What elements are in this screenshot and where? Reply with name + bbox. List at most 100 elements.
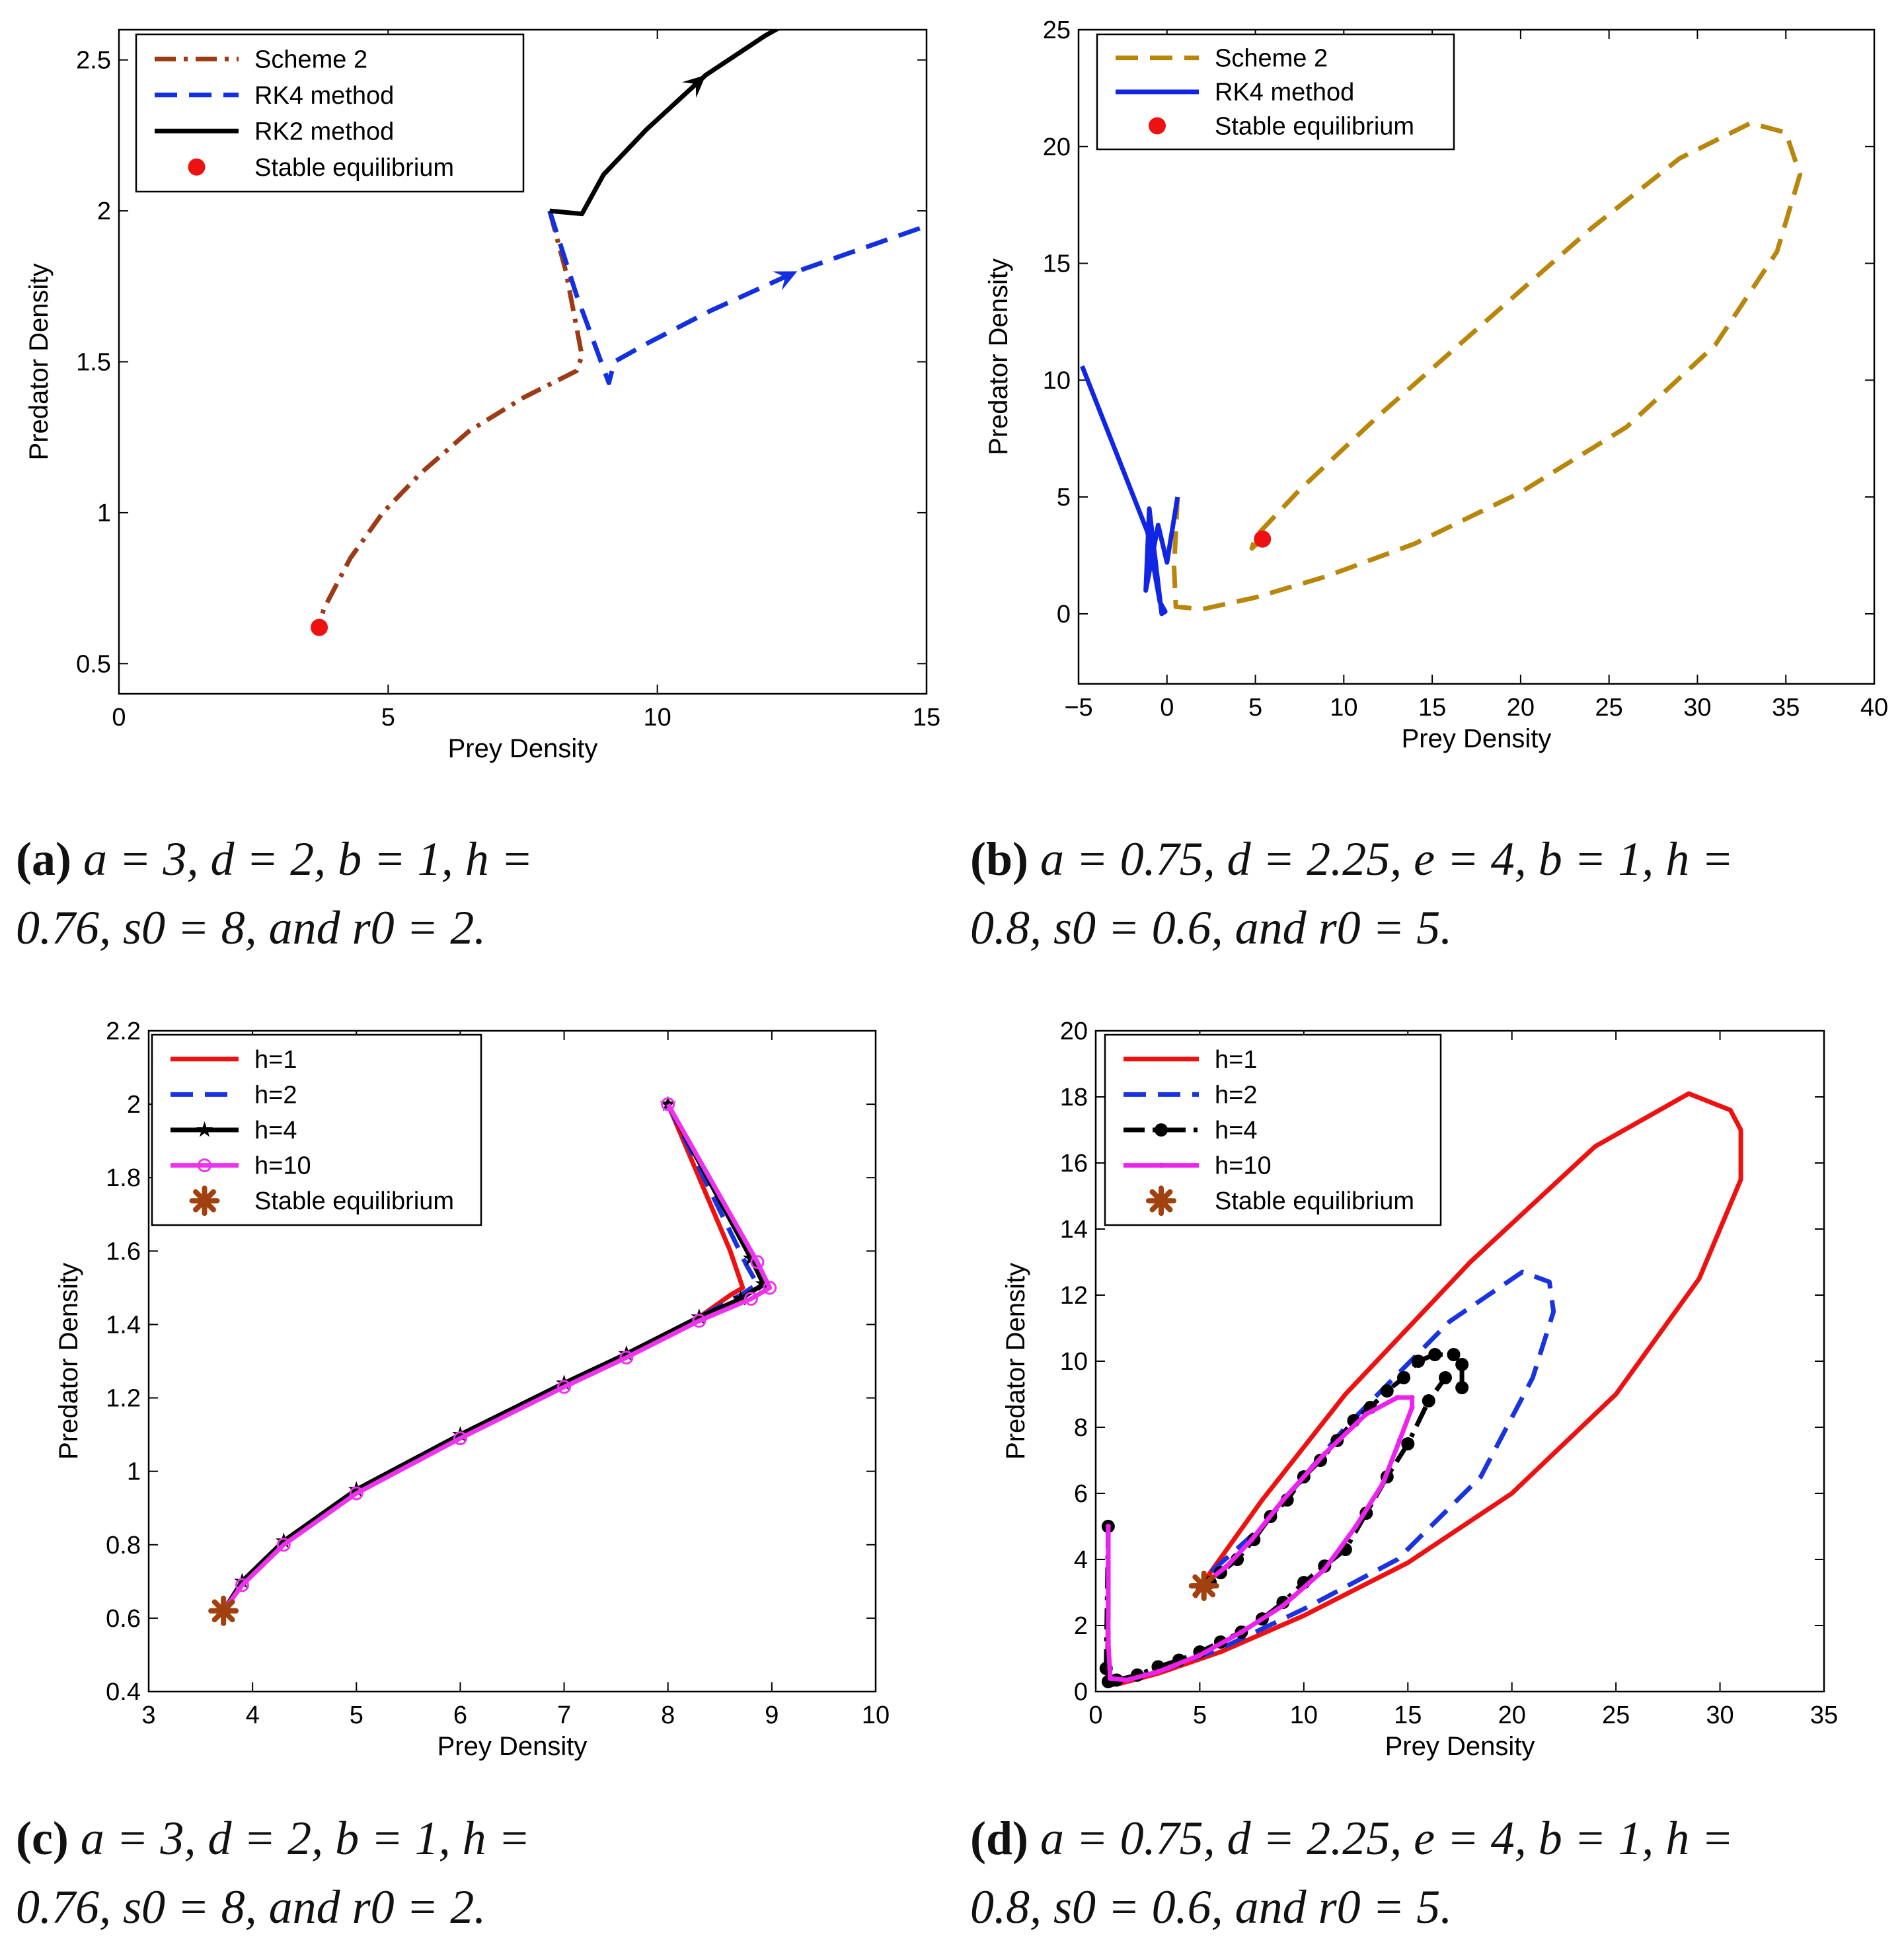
data-point bbox=[661, 1097, 675, 1111]
data-point bbox=[755, 1275, 772, 1291]
y-tick-label: 0.5 bbox=[76, 650, 111, 678]
data-point bbox=[743, 1250, 759, 1265]
y-tick-label: 0.8 bbox=[106, 1532, 141, 1559]
x-axis-label: Prey Density bbox=[448, 734, 598, 763]
y-tick-label: 8 bbox=[1074, 1414, 1088, 1442]
y-tick-label: 18 bbox=[1060, 1084, 1088, 1111]
legend-label: h=2 bbox=[254, 1081, 297, 1109]
legend-label: RK4 method bbox=[1215, 79, 1354, 106]
y-tick-label: 1.5 bbox=[76, 349, 111, 377]
data-point bbox=[1108, 1676, 1114, 1681]
x-tick-label: 15 bbox=[1418, 694, 1446, 722]
legend-label: Stable equilibrium bbox=[254, 1187, 454, 1215]
series-line-scheme-2 bbox=[317, 210, 585, 628]
x-tick-label: 6 bbox=[453, 1701, 467, 1729]
data-point bbox=[276, 1538, 291, 1552]
equilibrium-marker bbox=[1188, 1571, 1219, 1601]
caption-label: (c) bbox=[16, 1812, 69, 1865]
data-point bbox=[1401, 1437, 1415, 1450]
data-point bbox=[1249, 1537, 1255, 1542]
x-tick-label: 3 bbox=[141, 1701, 155, 1729]
x-tick-label: 9 bbox=[765, 1701, 779, 1729]
x-tick-label: 15 bbox=[1394, 1701, 1422, 1729]
data-point bbox=[1380, 1384, 1394, 1398]
data-point bbox=[750, 1255, 765, 1269]
direction-arrow bbox=[681, 75, 706, 98]
y-tick-label: 0.6 bbox=[106, 1605, 141, 1633]
data-point bbox=[349, 1486, 363, 1501]
x-tick-label: 15 bbox=[913, 704, 940, 731]
y-tick-label: 1.2 bbox=[106, 1385, 141, 1413]
data-point bbox=[1409, 1405, 1415, 1410]
chart-panel-a: 0 5 10 15 0.5 1 1.5 2 2.5 Prey Density Predator De… bbox=[24, 28, 940, 763]
y-tick-label: 20 bbox=[1043, 133, 1071, 161]
legend-label: Stable equilibrium bbox=[1215, 112, 1414, 140]
equilibrium-marker bbox=[208, 1595, 239, 1626]
y-tick-label: 6 bbox=[1074, 1480, 1088, 1508]
x-tick-label: 0 bbox=[1160, 694, 1174, 722]
legend-label: Scheme 2 bbox=[1215, 45, 1328, 73]
x-tick-label: 25 bbox=[1602, 1701, 1630, 1729]
data-point bbox=[691, 1308, 708, 1324]
legend-label: h=1 bbox=[254, 1046, 297, 1074]
data-point bbox=[453, 1431, 467, 1446]
data-point bbox=[1455, 1358, 1469, 1371]
caption-line2: 0.76, s0 = 8, and r0 = 2. bbox=[16, 901, 486, 954]
y-axis-label: Predator Density bbox=[54, 1263, 83, 1460]
x-tick-label: 10 bbox=[644, 704, 671, 731]
data-point bbox=[1438, 1371, 1452, 1384]
caption-b: (b) a = 0.75, d = 2.25, e = 4, b = 1, h … bbox=[970, 825, 1882, 962]
x-tick-label: 30 bbox=[1683, 694, 1711, 722]
equilibrium-marker bbox=[1254, 530, 1272, 548]
y-tick-label: 1 bbox=[97, 500, 111, 527]
series-line-h-10 bbox=[1106, 1395, 1415, 1682]
y-tick-label: 1.8 bbox=[106, 1164, 141, 1192]
data-point bbox=[1422, 1394, 1435, 1407]
x-tick-label: 35 bbox=[1810, 1701, 1838, 1729]
caption-line2: 0.8, s0 = 0.6, and r0 = 5. bbox=[970, 901, 1453, 954]
legend: h=1 h=2 h=4 h=10 Stable equilibrium bbox=[1104, 1033, 1442, 1226]
legend: Scheme 2 RK4 method RK2 method Stable equil… bbox=[135, 33, 525, 193]
data-point bbox=[732, 1290, 749, 1306]
legend-equilibrium-marker bbox=[188, 158, 206, 176]
y-tick-label: 16 bbox=[1060, 1150, 1088, 1178]
y-tick-label: 15 bbox=[1043, 250, 1071, 278]
data-point bbox=[1322, 1451, 1328, 1456]
x-tick-label: 30 bbox=[1706, 1701, 1733, 1729]
legend-label: h=4 bbox=[1215, 1117, 1257, 1144]
legend-label: RK4 method bbox=[254, 82, 394, 110]
data-point bbox=[1105, 1639, 1111, 1645]
x-tick-label: 5 bbox=[1193, 1701, 1207, 1729]
equilibrium-marker bbox=[311, 618, 328, 636]
data-point bbox=[619, 1350, 634, 1365]
data-point bbox=[660, 1096, 677, 1111]
legend-label: h=4 bbox=[254, 1117, 297, 1144]
y-tick-label: 1.4 bbox=[106, 1311, 141, 1339]
caption-line2: 0.76, s0 = 8, and r0 = 2. bbox=[16, 1881, 486, 1933]
series-line-rk4-method bbox=[1080, 365, 1180, 617]
caption-line2: 0.8, s0 = 0.6, and r0 = 5. bbox=[970, 1881, 1453, 1933]
legend-label: h=2 bbox=[1215, 1081, 1257, 1109]
plot-data bbox=[208, 1096, 777, 1626]
y-tick-label: 2 bbox=[1074, 1612, 1088, 1640]
data-point bbox=[1396, 1371, 1410, 1384]
legend-marker bbox=[198, 1158, 211, 1173]
caption-line1: a = 3, d = 2, b = 1, h = bbox=[80, 1812, 531, 1865]
data-point bbox=[1394, 1395, 1400, 1400]
legend-label: Scheme 2 bbox=[254, 46, 367, 73]
y-tick-label: 1 bbox=[127, 1458, 141, 1486]
x-tick-label: 10 bbox=[1290, 1701, 1318, 1729]
x-tick-label: 0 bbox=[112, 704, 126, 731]
data-point bbox=[1124, 1677, 1130, 1683]
series-line-h-10 bbox=[221, 1103, 773, 1612]
y-tick-label: 5 bbox=[1057, 484, 1071, 511]
y-tick-label: 2 bbox=[127, 1091, 141, 1119]
data-point bbox=[1197, 1653, 1203, 1658]
legend-equilibrium-marker bbox=[1146, 1185, 1176, 1216]
data-point bbox=[234, 1573, 250, 1589]
legend-equilibrium-marker bbox=[1149, 117, 1166, 135]
data-point bbox=[1409, 1395, 1415, 1400]
plot-frame bbox=[1077, 28, 1876, 685]
caption-a: (a) a = 3, d = 2, b = 1, h = 0.76, s0 = … bbox=[16, 825, 928, 962]
